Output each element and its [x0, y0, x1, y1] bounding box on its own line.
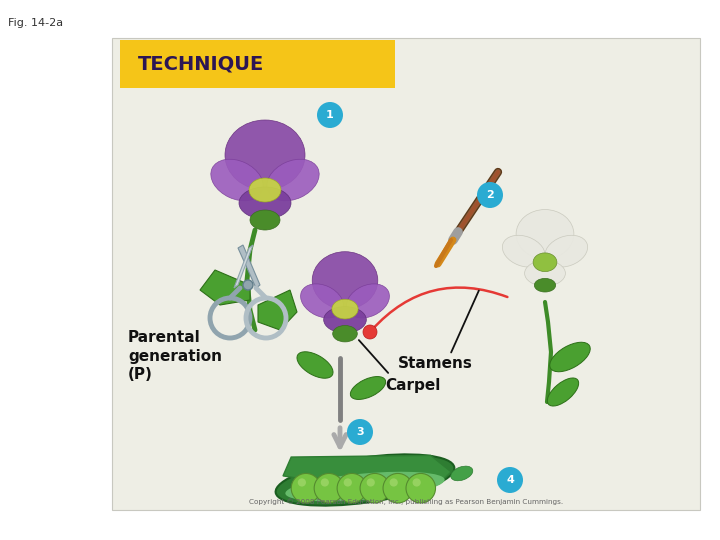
- Ellipse shape: [333, 326, 357, 342]
- Text: TECHNIQUE: TECHNIQUE: [138, 55, 264, 73]
- Circle shape: [298, 478, 306, 487]
- Circle shape: [337, 474, 366, 503]
- Ellipse shape: [516, 210, 574, 259]
- Circle shape: [363, 325, 377, 339]
- Ellipse shape: [267, 159, 319, 201]
- Ellipse shape: [300, 284, 343, 318]
- Ellipse shape: [503, 235, 545, 267]
- Ellipse shape: [225, 120, 305, 190]
- Circle shape: [477, 182, 503, 208]
- Ellipse shape: [545, 235, 588, 267]
- Text: Parental
generation
(P): Parental generation (P): [128, 330, 222, 382]
- Ellipse shape: [297, 352, 333, 378]
- Ellipse shape: [547, 378, 579, 406]
- Ellipse shape: [239, 187, 291, 219]
- Polygon shape: [200, 270, 250, 305]
- Ellipse shape: [276, 454, 454, 505]
- Ellipse shape: [533, 253, 557, 272]
- Circle shape: [314, 474, 343, 503]
- Ellipse shape: [211, 159, 264, 201]
- Circle shape: [343, 478, 352, 487]
- Text: Fig. 14-2a: Fig. 14-2a: [8, 18, 63, 28]
- Circle shape: [497, 467, 523, 493]
- Text: 3: 3: [356, 427, 364, 437]
- Polygon shape: [283, 455, 451, 484]
- Circle shape: [243, 280, 253, 290]
- Text: 1: 1: [326, 110, 334, 120]
- Bar: [112, 38, 700, 510]
- Circle shape: [320, 478, 329, 487]
- Polygon shape: [234, 245, 253, 288]
- Polygon shape: [258, 290, 297, 330]
- Circle shape: [347, 419, 373, 445]
- Ellipse shape: [332, 299, 358, 319]
- Text: Stamens: Stamens: [398, 356, 473, 371]
- Circle shape: [413, 478, 420, 487]
- Ellipse shape: [451, 466, 473, 481]
- Circle shape: [406, 474, 436, 503]
- Circle shape: [291, 474, 320, 503]
- Circle shape: [383, 474, 413, 503]
- Text: 2: 2: [486, 190, 494, 200]
- Text: Copyright © 2008 Pearson Education, Inc., publishing as Pearson Benjamin Cumming: Copyright © 2008 Pearson Education, Inc.…: [249, 498, 563, 505]
- Ellipse shape: [346, 284, 390, 318]
- Ellipse shape: [324, 307, 366, 333]
- Circle shape: [390, 478, 397, 487]
- Polygon shape: [238, 245, 260, 288]
- Ellipse shape: [249, 178, 281, 202]
- Text: Carpel: Carpel: [385, 378, 441, 393]
- Ellipse shape: [250, 210, 280, 230]
- Circle shape: [360, 474, 390, 503]
- Ellipse shape: [351, 376, 386, 400]
- Ellipse shape: [550, 342, 590, 372]
- Ellipse shape: [312, 252, 378, 309]
- Ellipse shape: [285, 472, 445, 501]
- Ellipse shape: [525, 261, 565, 286]
- Text: 4: 4: [506, 475, 514, 485]
- Circle shape: [317, 102, 343, 128]
- Ellipse shape: [534, 279, 556, 292]
- Bar: [120, 40, 395, 88]
- Circle shape: [366, 478, 375, 487]
